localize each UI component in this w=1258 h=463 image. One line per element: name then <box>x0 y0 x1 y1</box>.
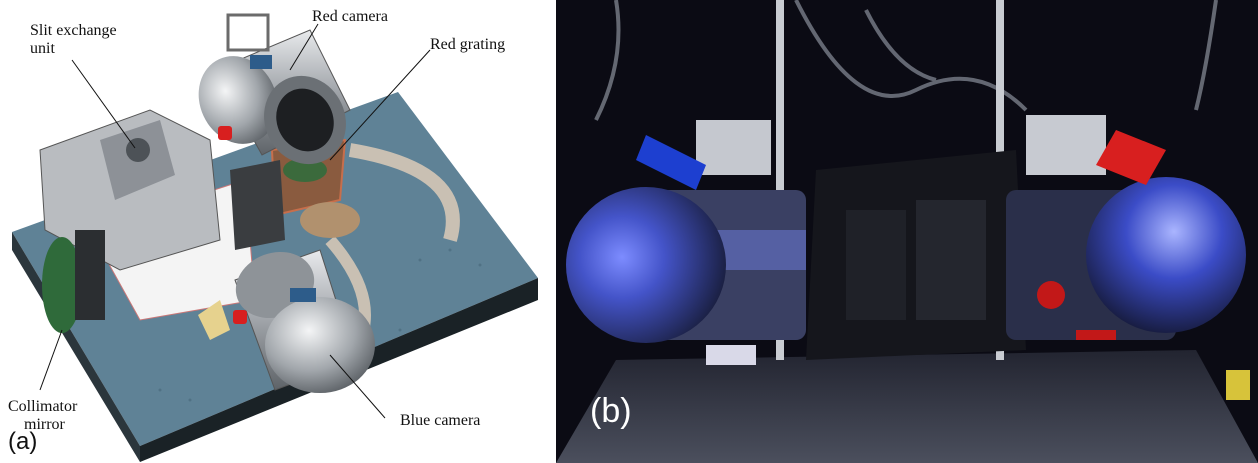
photograph-panel: (b) <box>556 0 1258 463</box>
instrument-photograph <box>556 0 1258 463</box>
curved-rail-right <box>348 143 460 242</box>
callout-slit-exchange-unit: Slit exchange unit <box>30 22 117 57</box>
callout-collimator-mirror: Collimator mirror <box>8 398 78 433</box>
callout-blue-camera: Blue camera <box>400 412 481 429</box>
callout-red-camera: Red camera <box>312 8 388 25</box>
collimator-mirror <box>42 237 82 333</box>
left-camera <box>566 187 806 343</box>
callout-red-grating: Red grating <box>430 36 506 53</box>
right-camera <box>1006 177 1246 340</box>
cad-model-illustration <box>12 13 538 462</box>
panel-label-a: (a) <box>8 428 38 455</box>
panel-label-b: (b) <box>590 392 632 430</box>
cad-rendering-panel: Slit exchange unit Red camera Red gratin… <box>0 0 540 463</box>
red-camera-body <box>198 13 351 165</box>
blue-camera-body <box>234 249 375 393</box>
